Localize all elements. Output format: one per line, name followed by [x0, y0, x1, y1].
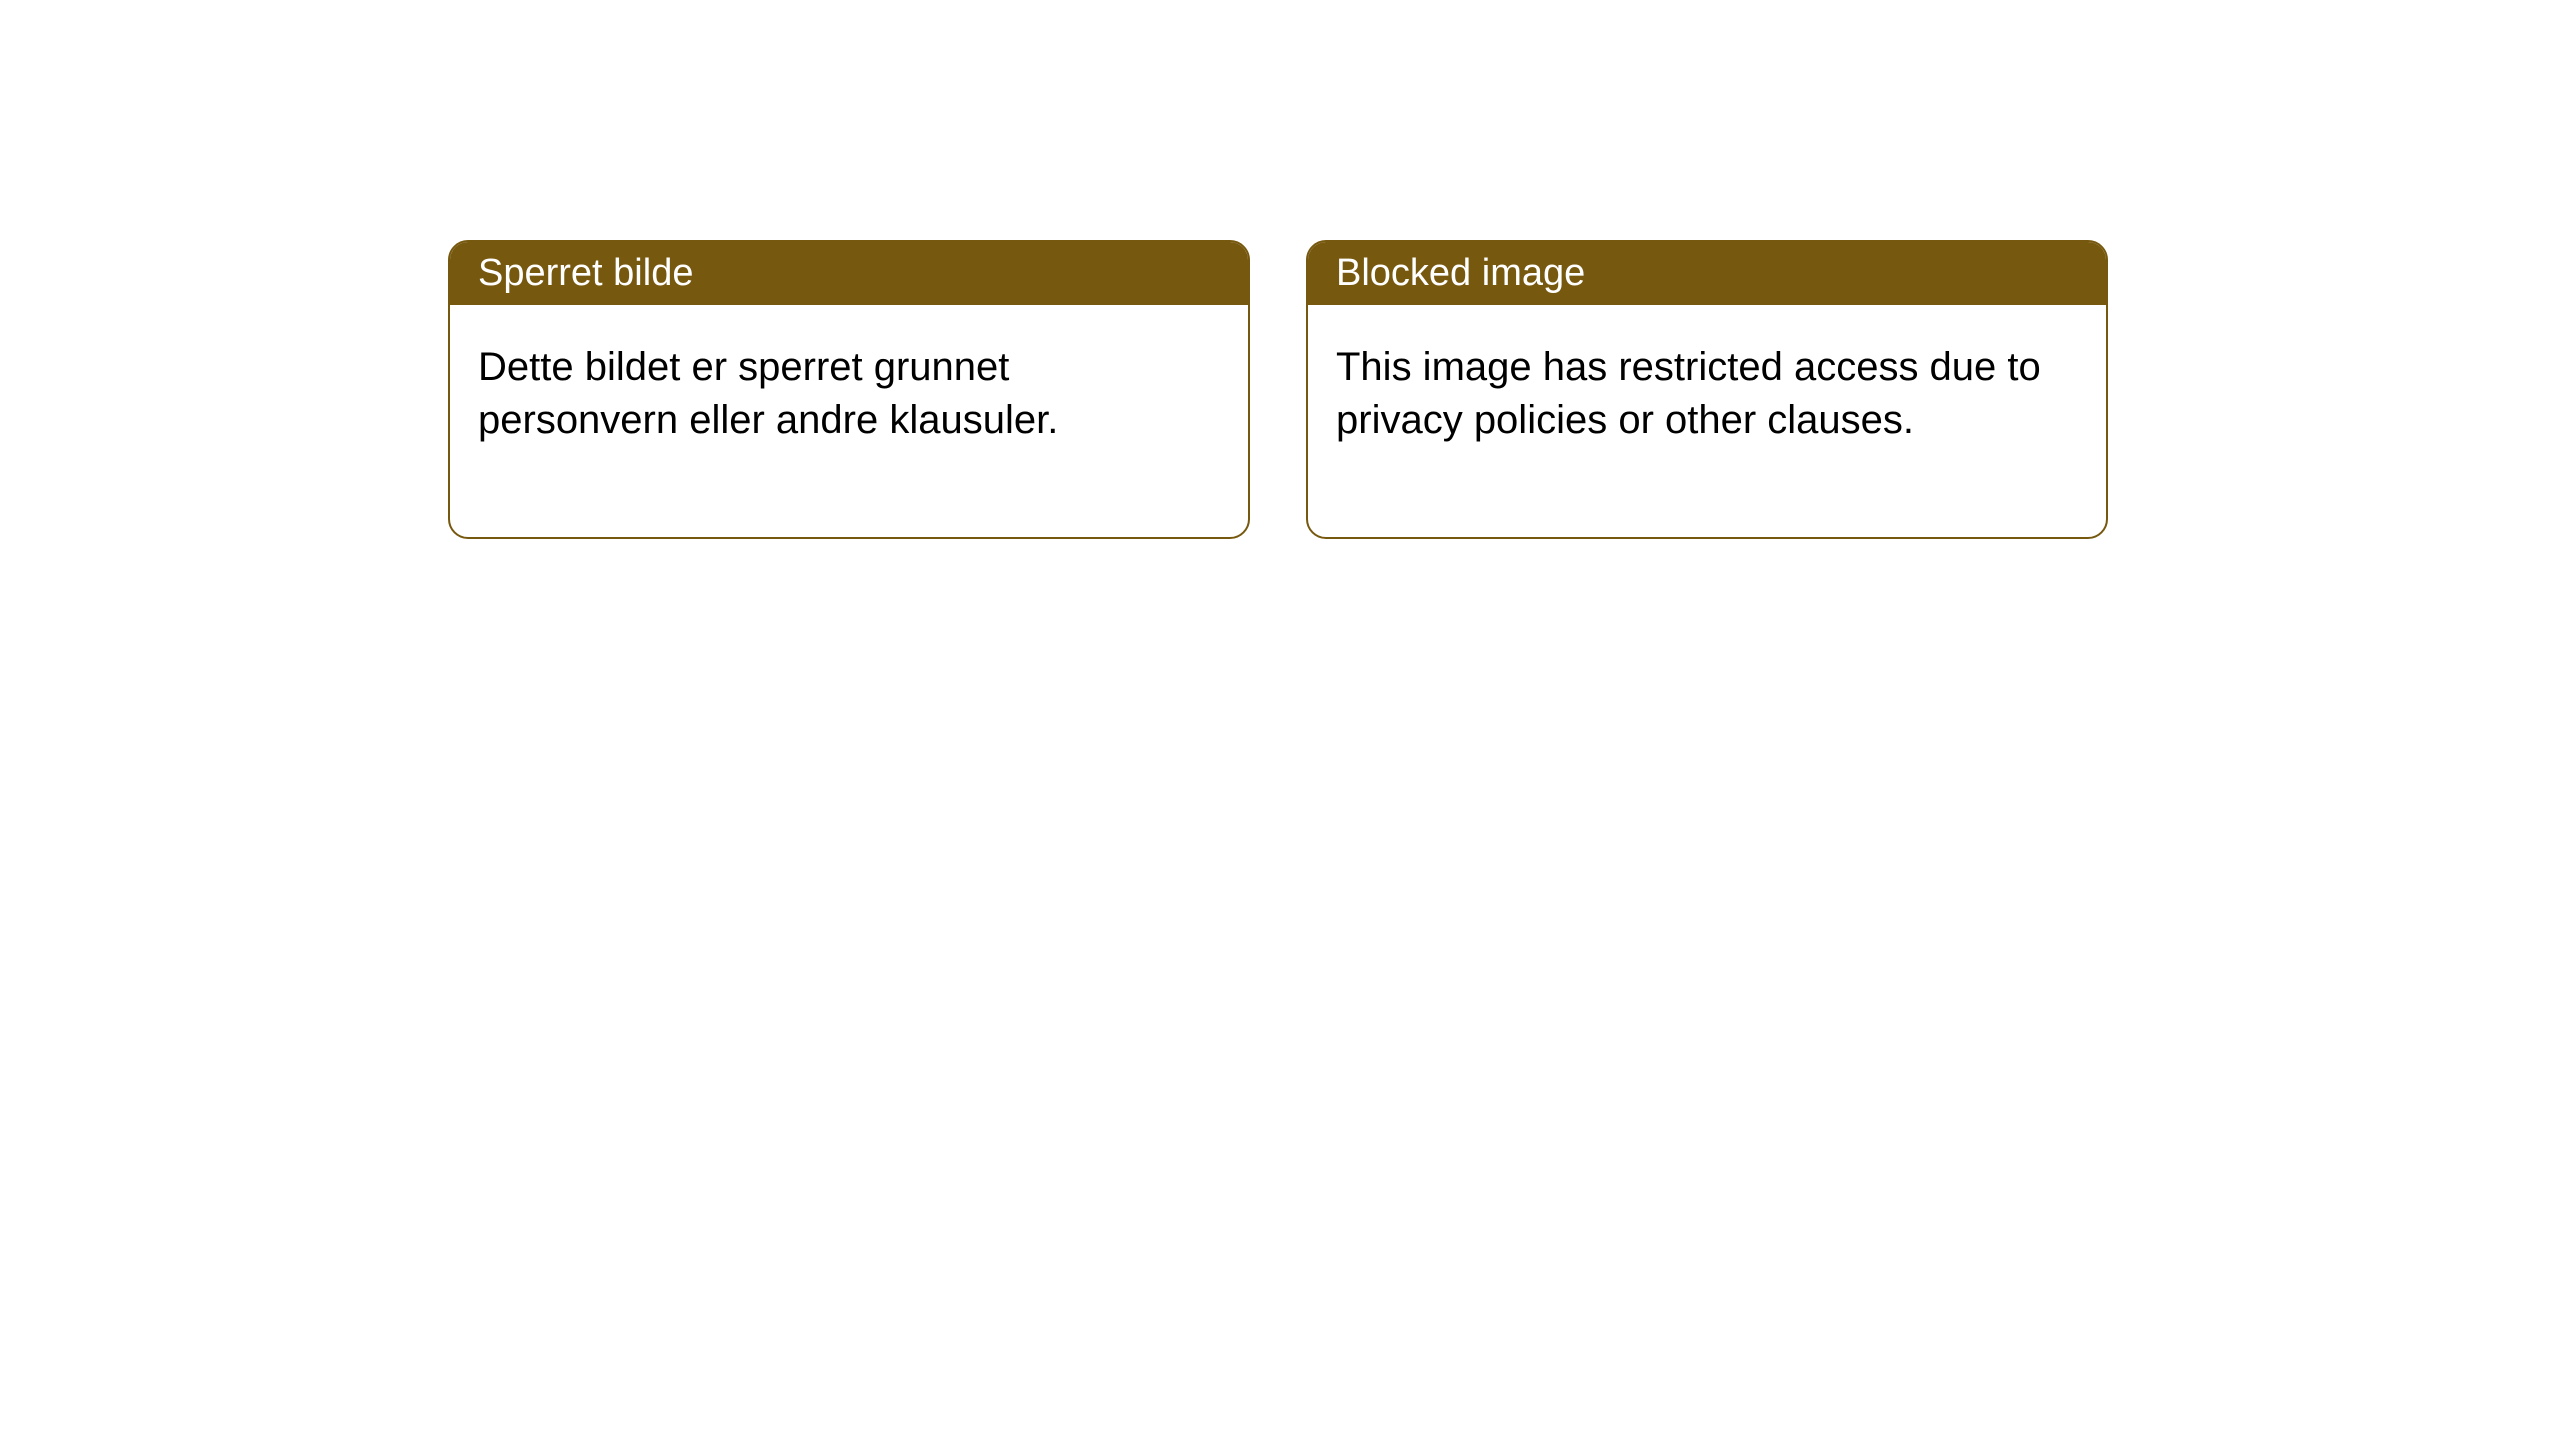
- notice-header-english: Blocked image: [1308, 242, 2106, 305]
- notice-container: Sperret bilde Dette bildet er sperret gr…: [0, 0, 2560, 539]
- notice-card-english: Blocked image This image has restricted …: [1306, 240, 2108, 539]
- notice-card-norwegian: Sperret bilde Dette bildet er sperret gr…: [448, 240, 1250, 539]
- notice-header-norwegian: Sperret bilde: [450, 242, 1248, 305]
- notice-body-norwegian: Dette bildet er sperret grunnet personve…: [450, 305, 1248, 537]
- notice-body-english: This image has restricted access due to …: [1308, 305, 2106, 537]
